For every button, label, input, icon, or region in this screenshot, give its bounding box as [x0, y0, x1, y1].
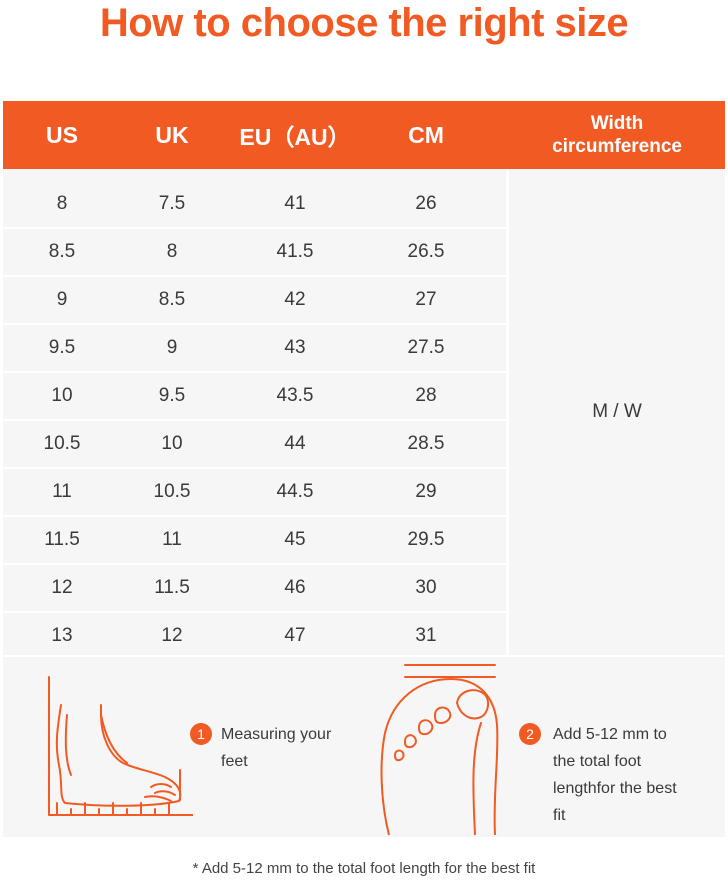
cell-uk: 9.5: [158, 385, 186, 406]
row-divider: [3, 419, 506, 421]
row-divider: [3, 227, 506, 229]
page-title: How to choose the right size: [99, 1, 629, 45]
measure-guide: 1 Measuring your feet 2 Add 5-12 mm to t…: [3, 657, 725, 837]
cell-cm: 27.5: [407, 337, 445, 358]
column-divider: [506, 169, 509, 655]
header-uk: UK: [155, 121, 189, 148]
foot-top-icon: [380, 664, 499, 835]
cell-us: 10: [51, 385, 73, 406]
row-divider: [3, 467, 506, 469]
row-divider: [3, 515, 506, 517]
cell-us: 10.5: [43, 433, 81, 454]
cell-us: 11: [52, 481, 72, 502]
cell-cm: 26.5: [407, 241, 445, 262]
table-row: 11 10.5 44.5 29: [3, 469, 506, 515]
cell-us: 11.5: [44, 529, 80, 550]
table-row: 9.5 9 43 27.5: [3, 325, 506, 371]
step-1-badge: 1: [190, 723, 212, 745]
header-eu-au: EU（AU）: [239, 124, 351, 150]
table-row: 11.5 11 45 29.5: [3, 517, 506, 563]
cell-us: 13: [51, 625, 73, 646]
cell-cm: 31: [415, 625, 437, 646]
table-row: 13 12 47 31: [3, 613, 506, 659]
table-row: 8.5 8 41.5 26.5: [3, 229, 506, 275]
table-row: 10.5 10 44 28.5: [3, 421, 506, 467]
cell-uk: 10: [161, 433, 183, 454]
header-cm: CM: [408, 121, 444, 148]
cell-uk: 8.5: [158, 289, 186, 310]
row-divider: [3, 371, 506, 373]
size-table-body: M / W 8 7.5 41 26 8.5 8 41.5 26.5 9 8.5 42 27 9.5 9 43…: [3, 169, 725, 655]
cell-eu-au: 44.5: [276, 481, 314, 502]
table-row: 12 11.5 46 30: [3, 565, 506, 611]
width-circumference-value: M / W: [592, 401, 642, 422]
table-row: 8 7.5 41 26: [3, 181, 506, 227]
cell-us: 12: [51, 577, 73, 598]
cell-uk: 11: [162, 529, 182, 550]
cell-cm: 29.5: [407, 529, 445, 550]
cell-uk: 7.5: [158, 193, 186, 214]
cell-cm: 29: [415, 481, 437, 502]
cell-cm: 27: [415, 289, 437, 310]
cell-us: 9: [56, 289, 68, 310]
cell-cm: 30: [415, 577, 437, 598]
cell-us: 8: [56, 193, 68, 214]
cell-uk: 8: [166, 241, 178, 262]
cell-uk: 10.5: [153, 481, 191, 502]
cell-eu-au: 41: [284, 193, 306, 214]
step-1-text: Measuring your feet: [221, 726, 332, 770]
cell-eu-au: 44: [284, 433, 306, 454]
cell-uk: 11.5: [154, 577, 190, 598]
step-2-badge: 2: [519, 723, 541, 745]
row-divider: [3, 611, 506, 613]
cell-uk: 12: [161, 625, 183, 646]
step-2-text: Add 5-12 mm to the total foot lengthfor …: [553, 726, 677, 824]
cell-eu-au: 47: [284, 625, 306, 646]
cell-cm: 26: [415, 193, 437, 214]
cell-us: 8.5: [48, 241, 76, 262]
table-row: 10 9.5 43.5 28: [3, 373, 506, 419]
cell-cm: 28: [415, 385, 437, 406]
cell-eu-au: 43: [284, 337, 306, 358]
row-divider: [3, 323, 506, 325]
table-row: 9 8.5 42 27: [3, 277, 506, 323]
cell-cm: 28.5: [407, 433, 445, 454]
cell-eu-au: 46: [284, 577, 306, 598]
row-divider: [3, 563, 506, 565]
size-table-header: US UK EU（AU） CM Width circumference: [3, 101, 725, 169]
header-width-circumference: Width circumference: [552, 113, 682, 157]
foot-side-icon: [48, 676, 193, 816]
cell-eu-au: 43.5: [276, 385, 314, 406]
cell-uk: 9: [166, 337, 178, 358]
cell-us: 9.5: [48, 337, 76, 358]
cell-eu-au: 42: [284, 289, 306, 310]
cell-eu-au: 45: [284, 529, 306, 550]
footnote: * Add 5-12 mm to the total foot length f…: [192, 860, 536, 877]
header-us: US: [46, 121, 78, 148]
cell-eu-au: 41.5: [276, 241, 314, 262]
row-divider: [3, 275, 506, 277]
